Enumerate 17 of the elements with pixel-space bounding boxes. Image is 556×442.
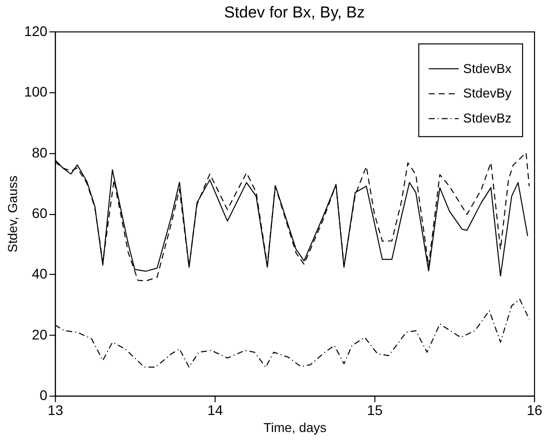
y-tick-label: 0 <box>40 387 48 404</box>
x-tick-label: 14 <box>207 402 224 418</box>
y-tick-label: 100 <box>24 84 48 100</box>
chart-title: Stdev for Bx, By, Bz <box>224 4 365 22</box>
x-tick-label: 13 <box>48 402 64 418</box>
y-tick-label: 20 <box>32 326 48 342</box>
y-tick-label: 60 <box>32 205 48 222</box>
legend-label: StdevBy <box>463 86 512 101</box>
y-axis-title: Stdev, Gauss <box>5 175 20 252</box>
x-axis-title: Time, days <box>263 420 327 436</box>
x-tick-label: 16 <box>526 402 543 418</box>
legend-label: StdevBx <box>463 60 512 76</box>
y-tick-label: 120 <box>24 22 48 39</box>
x-tick-label: 15 <box>367 402 383 418</box>
y-tick-label: 80 <box>32 144 48 160</box>
legend-label: StdevBz <box>463 110 512 126</box>
y-tick-label: 40 <box>32 266 48 282</box>
